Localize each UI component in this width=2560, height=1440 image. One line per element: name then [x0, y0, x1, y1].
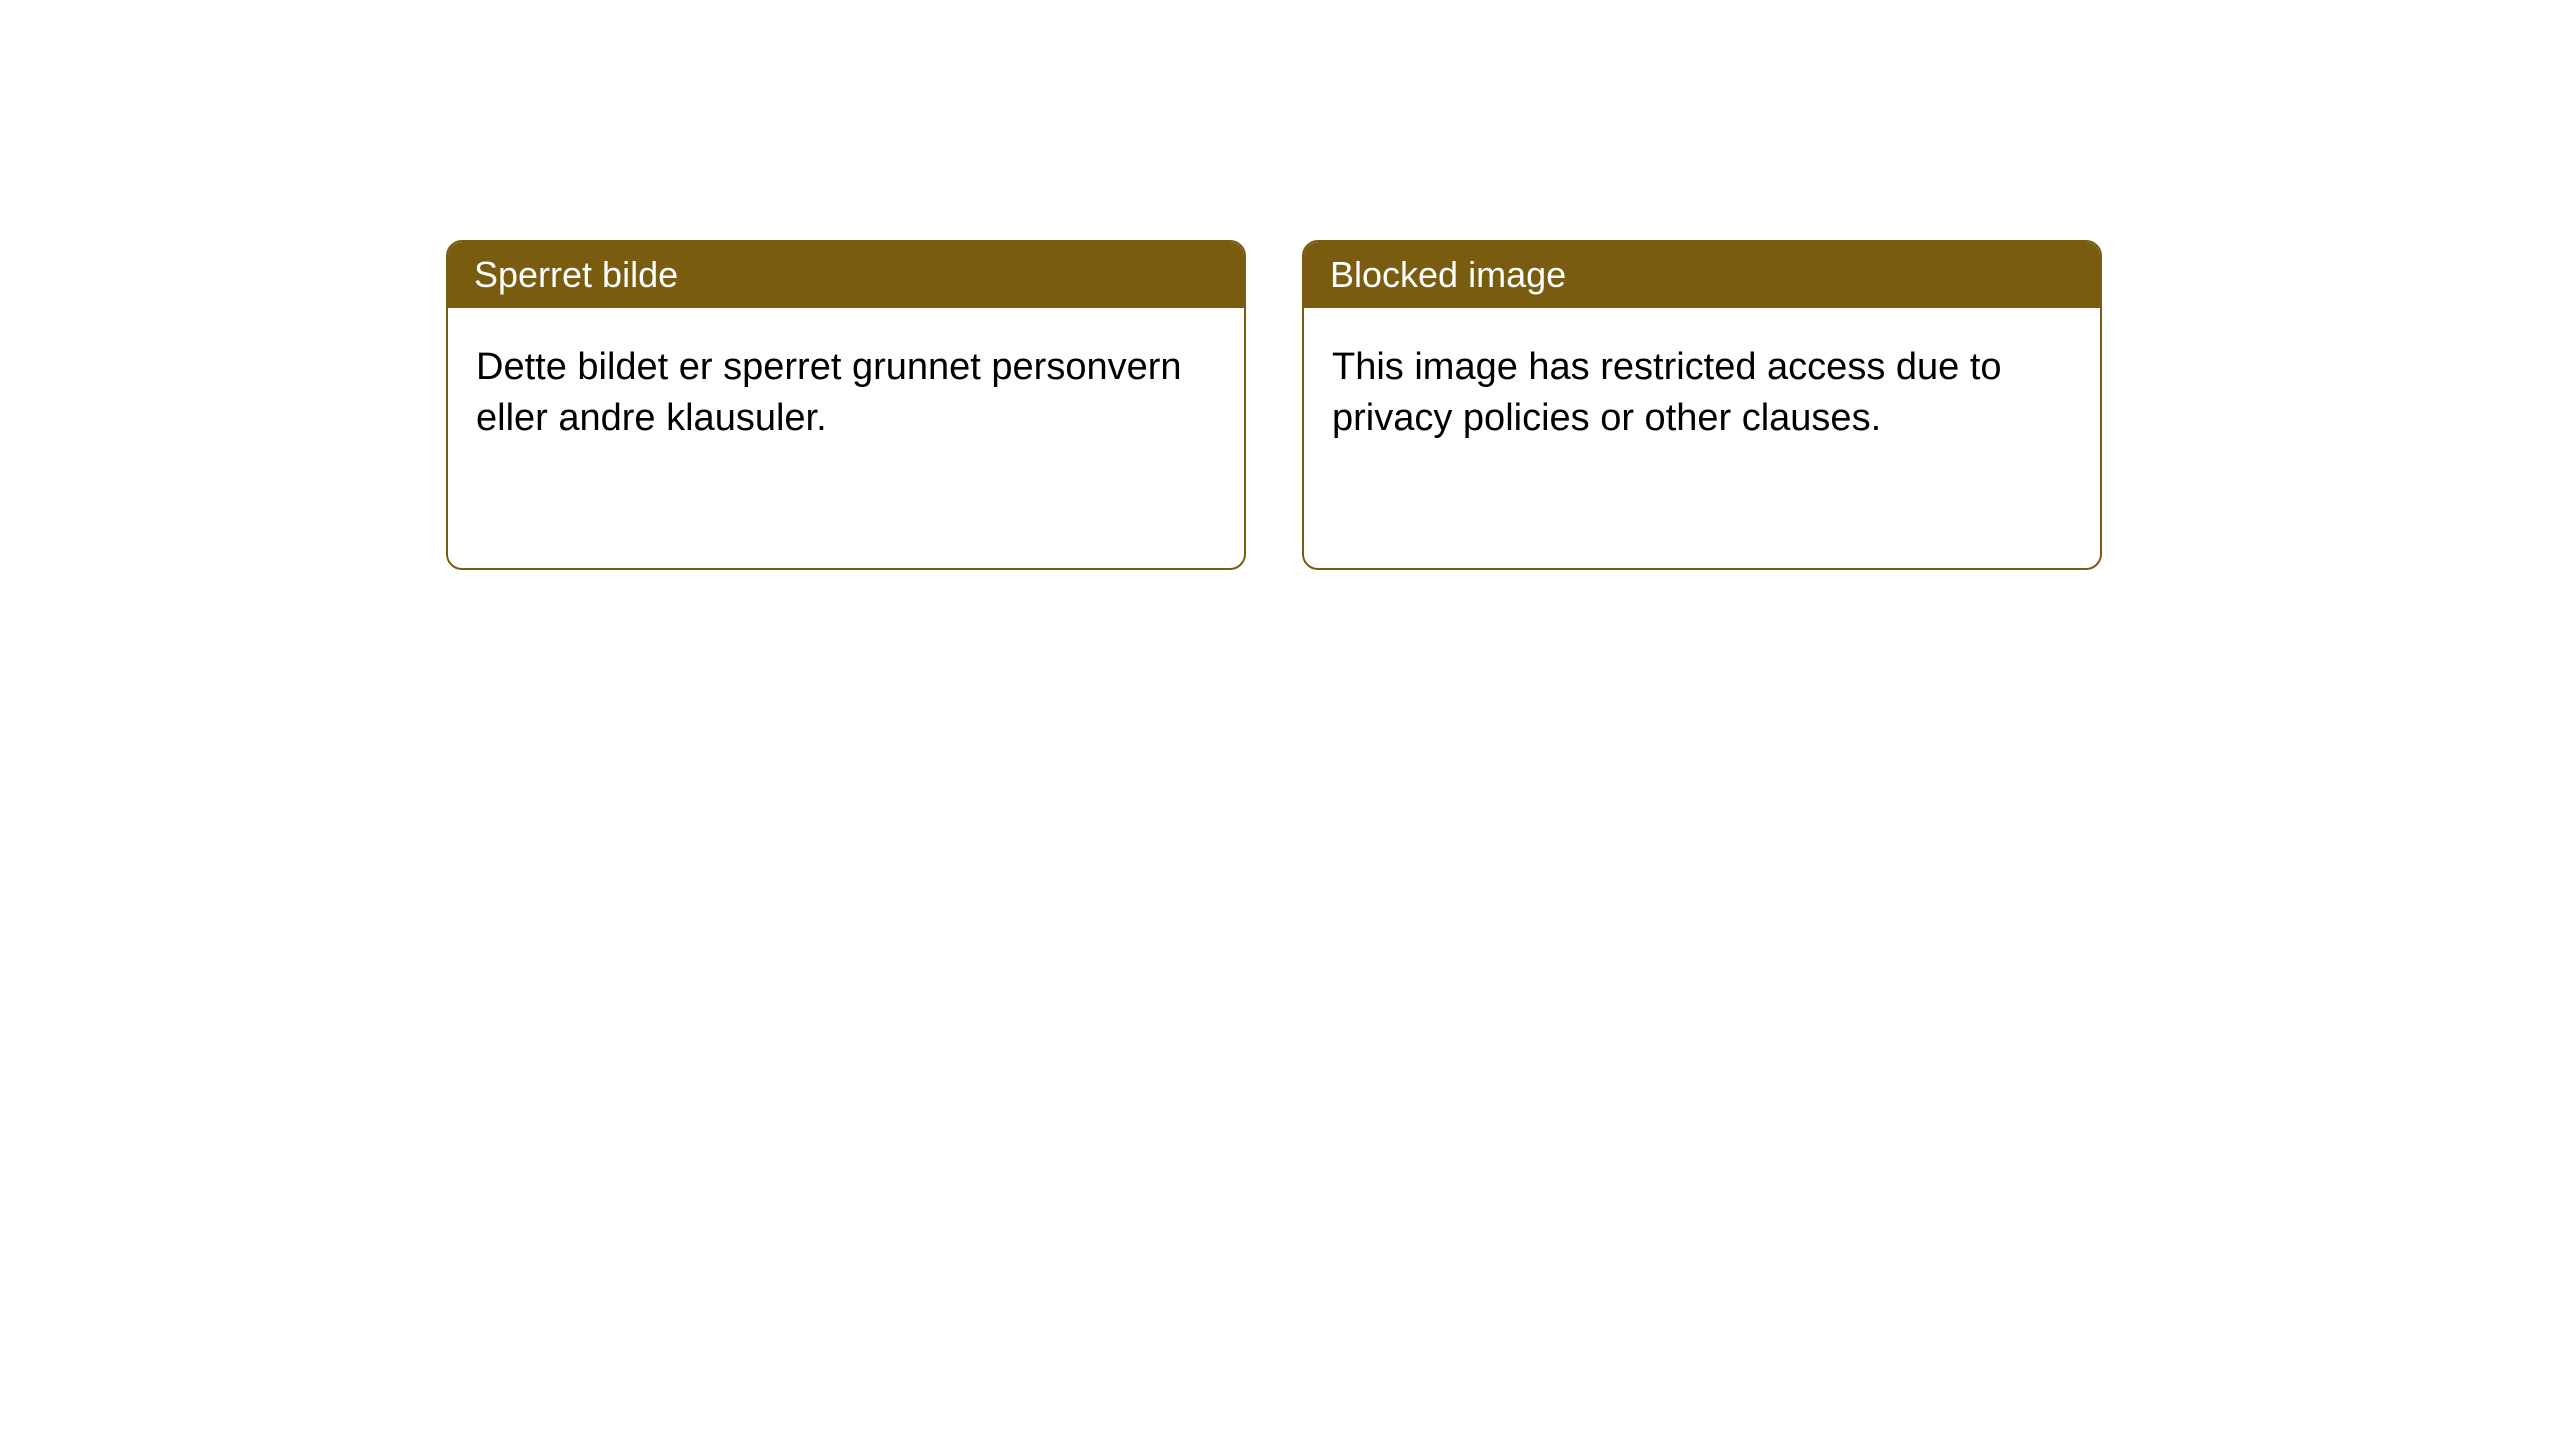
- card-title-en: Blocked image: [1330, 254, 1566, 295]
- blocked-image-card-en: Blocked image This image has restricted …: [1302, 240, 2102, 570]
- cards-container: Sperret bilde Dette bildet er sperret gr…: [0, 0, 2560, 570]
- blocked-image-card-no: Sperret bilde Dette bildet er sperret gr…: [446, 240, 1246, 570]
- card-header-no: Sperret bilde: [448, 242, 1244, 308]
- card-body-no: Dette bildet er sperret grunnet personve…: [448, 308, 1244, 479]
- card-message-en: This image has restricted access due to …: [1332, 346, 2002, 439]
- card-header-en: Blocked image: [1304, 242, 2100, 308]
- card-message-no: Dette bildet er sperret grunnet personve…: [476, 346, 1182, 439]
- card-body-en: This image has restricted access due to …: [1304, 308, 2100, 479]
- card-title-no: Sperret bilde: [474, 254, 678, 295]
